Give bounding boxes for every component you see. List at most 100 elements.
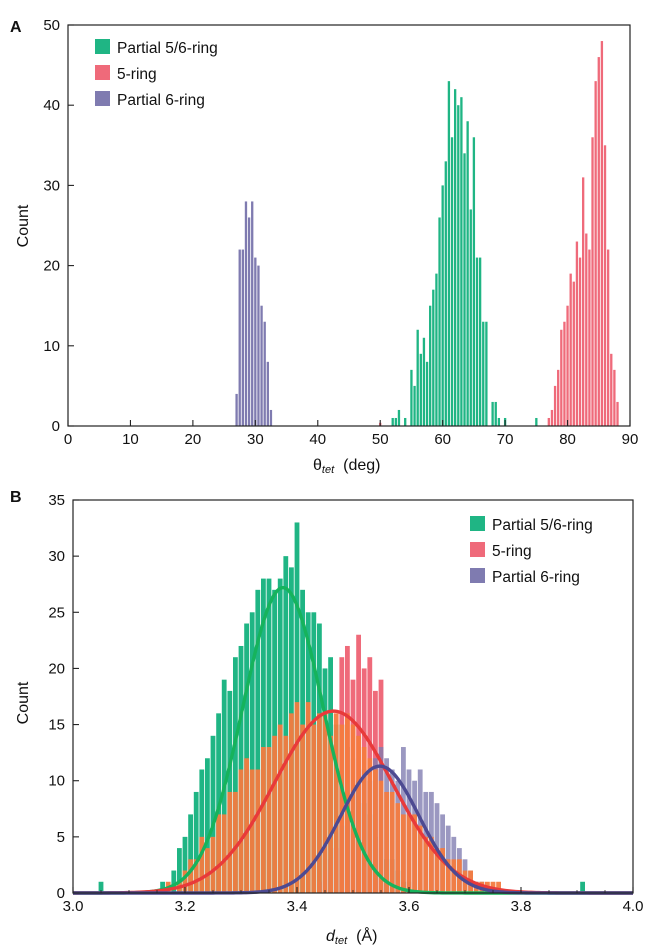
b-bar-3-45 xyxy=(423,836,429,893)
b-bar-3-26 xyxy=(317,713,322,893)
b-bar-0-9 xyxy=(210,735,216,893)
a-bar-2-11 xyxy=(269,409,273,426)
b-bar-3-25 xyxy=(311,724,317,893)
a-bar-2-10 xyxy=(266,361,269,426)
b-bar-3-33 xyxy=(356,735,361,893)
legend-a-swatch-2 xyxy=(95,65,110,80)
a-bar-0-5 xyxy=(413,385,416,426)
b-bar-0-6 xyxy=(193,791,199,893)
b-bar-0-7 xyxy=(199,769,205,893)
a-xtick-label-0: 0 xyxy=(64,431,72,448)
a-bar-0-23 xyxy=(469,209,472,426)
a-bar-1-21 xyxy=(610,353,613,426)
b-bar-3-28 xyxy=(328,735,333,893)
panel-a: A Count 0 10 20 30 40 50 60 70 80 90 0 10 20 30 40 50 θ… xyxy=(10,17,638,476)
a-bar-1-10 xyxy=(575,241,579,426)
b-xtick-label-5: 4.0 xyxy=(623,898,644,915)
a-xtick-label-3: 30 xyxy=(247,431,264,448)
b-bar-3-4 xyxy=(193,859,199,893)
panel-a-xlabel-sub: tet xyxy=(322,464,335,476)
a-bar-0-21 xyxy=(463,153,466,426)
b-bar-0-2 xyxy=(171,870,177,893)
b-bar-0-13 xyxy=(233,657,238,893)
panel-b-xlabel: dtet (Å) xyxy=(326,926,377,947)
panel-a-legend: Partial 5/6-ring 5-ring Partial 6-ring xyxy=(95,39,218,109)
a-bar-0-8 xyxy=(422,337,426,426)
a-bar-2-8 xyxy=(260,305,263,426)
b-bar-3-27 xyxy=(322,713,328,893)
a-xtick-label-4: 40 xyxy=(309,431,326,448)
a-bar-0-9 xyxy=(425,361,429,426)
a-ytick-label-2: 20 xyxy=(43,258,60,275)
b-bar-3-38 xyxy=(384,791,389,893)
panel-a-label: A xyxy=(10,19,22,36)
a-bar-0-6 xyxy=(416,329,419,426)
b-bar-3-47 xyxy=(434,848,440,893)
b-xtick-label-1: 3.2 xyxy=(175,898,196,915)
a-ytick-label-1: 10 xyxy=(43,338,60,355)
a-xtick-label-7: 70 xyxy=(497,431,514,448)
a-bar-2-5 xyxy=(251,201,254,426)
b-bar-3-16 xyxy=(261,747,266,893)
a-bar-2-9 xyxy=(263,321,266,426)
b-bar-3-10 xyxy=(227,791,233,893)
a-bar-0-16 xyxy=(447,81,451,426)
b-ytick-label-1: 5 xyxy=(57,829,65,846)
b-bar-3-48 xyxy=(440,848,445,893)
b-bar-0-45 xyxy=(580,881,585,893)
panel-a-ylabel: Count xyxy=(15,204,32,247)
a-bar-0-18 xyxy=(453,89,457,426)
b-bar-3-36 xyxy=(373,769,378,893)
b-bar-0-4 xyxy=(182,836,188,893)
panel-b-label: B xyxy=(10,489,22,506)
b-bar-3-46 xyxy=(429,836,434,893)
a-ytick-label-4: 40 xyxy=(43,97,60,114)
b-bar-3-40 xyxy=(395,803,401,893)
legend-a-label-1: Partial 5/6-ring xyxy=(117,40,218,57)
a-bar-0-3 xyxy=(404,417,407,426)
a-ytick-label-3: 30 xyxy=(43,177,60,194)
b-bar-3-9 xyxy=(221,814,227,893)
b-bar-3-6 xyxy=(205,848,210,893)
a-bar-1-18 xyxy=(600,41,604,426)
b-bar-3-18 xyxy=(272,735,277,893)
a-bar-1-5 xyxy=(560,329,563,426)
b-bar-0-16 xyxy=(249,612,255,893)
a-bar-1-9 xyxy=(572,281,575,426)
b-ytick-label-7: 35 xyxy=(48,492,65,509)
panel-b-ticks: 3.0 3.2 3.4 3.6 3.8 4.0 0 5 10 15 20 25 30 35 xyxy=(48,492,643,915)
a-xtick-label-8: 80 xyxy=(559,431,576,448)
legend-b-swatch-3 xyxy=(470,568,485,583)
a-bar-1-14 xyxy=(588,249,591,426)
b-bar-0-8 xyxy=(205,758,210,893)
legend-b-swatch-2 xyxy=(470,542,485,557)
b-xtick-label-0: 3.0 xyxy=(63,898,84,915)
a-bar-1-4 xyxy=(557,369,560,426)
a-bar-0-17 xyxy=(450,137,454,426)
a-bar-0-22 xyxy=(466,121,469,427)
b-ytick-label-3: 15 xyxy=(48,717,65,734)
a-bar-1-2 xyxy=(550,409,554,426)
legend-b-label-3: Partial 6-ring xyxy=(492,569,580,586)
panel-b-legend: Partial 5/6-ring 5-ring Partial 6-ring xyxy=(470,516,593,586)
a-bar-0-25 xyxy=(475,257,479,426)
a-xtick-label-9: 90 xyxy=(622,431,639,448)
a-bar-2-2 xyxy=(241,249,244,426)
b-bar-3-14 xyxy=(249,769,255,893)
panel-b-frame xyxy=(72,499,634,894)
b-bar-3-12 xyxy=(238,769,244,893)
b-bar-3-34 xyxy=(361,747,367,893)
a-bar-0-33 xyxy=(535,417,538,426)
a-bar-0-30 xyxy=(494,401,497,426)
b-bar-0-17 xyxy=(255,589,261,893)
b-bar-3-15 xyxy=(255,769,261,893)
legend-a-label-3: Partial 6-ring xyxy=(117,92,205,109)
a-xtick-label-2: 20 xyxy=(185,431,202,448)
panel-a-frame xyxy=(67,24,631,427)
panel-b-xlabel-sub: tet xyxy=(335,935,348,947)
b-bar-3-11 xyxy=(233,791,238,893)
b-ytick-label-4: 20 xyxy=(48,660,65,677)
b-bar-3-13 xyxy=(244,758,249,893)
a-bar-0-29 xyxy=(491,401,494,426)
